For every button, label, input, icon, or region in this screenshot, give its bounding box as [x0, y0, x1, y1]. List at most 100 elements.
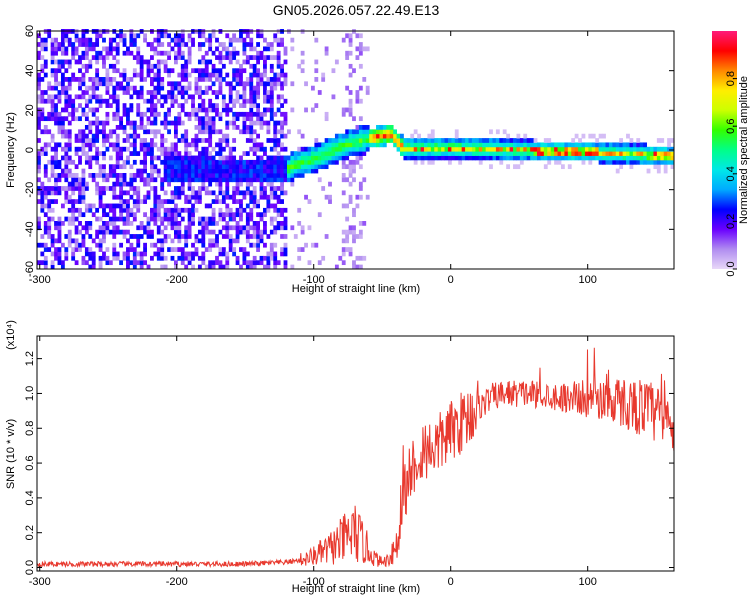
spectrogram-cell	[40, 146, 45, 152]
spectrogram-cell	[215, 234, 219, 239]
spectrogram-cell	[160, 159, 165, 165]
spectrogram-cell	[280, 133, 284, 139]
spectrogram-cell	[91, 251, 96, 257]
spectrogram-cell	[115, 85, 120, 91]
spectrogram-cell	[71, 177, 76, 183]
spectrogram-cell	[37, 33, 41, 39]
spectrogram-cell	[242, 173, 247, 178]
spectrogram-cell	[454, 138, 459, 143]
spectrogram-cell	[516, 164, 521, 170]
spectrogram-cell	[218, 199, 223, 204]
spectrogram-cell	[67, 234, 72, 239]
spectrogram-cell	[167, 181, 171, 187]
spectrogram-cell	[307, 260, 312, 266]
spectrogram-cell	[396, 142, 401, 148]
spectrogram-cell	[358, 234, 363, 239]
spectrogram-cell	[108, 142, 113, 148]
spectrogram-cell	[197, 107, 202, 113]
spectrogram-cell	[235, 68, 240, 74]
spectrogram-cell	[78, 94, 82, 100]
spectrogram-x-tick-label: -100	[303, 274, 325, 286]
spectrogram-cell	[245, 212, 250, 218]
spectrogram-cell	[194, 177, 199, 183]
spectrogram-cell	[64, 164, 69, 170]
spectrogram-cell	[454, 129, 459, 135]
spectrogram-cell	[84, 85, 89, 91]
spectrogram-cell	[132, 125, 137, 130]
spectrogram-cell	[170, 216, 175, 222]
spectrogram-cell	[201, 107, 206, 113]
spectrogram-cell	[112, 225, 117, 231]
spectrogram-cell	[208, 103, 213, 108]
spectrogram-cell	[167, 199, 171, 204]
spectrogram-cell	[57, 94, 62, 100]
spectrogram-cell	[543, 146, 548, 152]
spectrogram-cell	[208, 120, 213, 126]
spectrogram-cell	[153, 242, 158, 248]
spectrogram-cell	[584, 142, 589, 148]
spectrogram-cell	[232, 77, 237, 82]
spectrogram-cell	[506, 164, 511, 170]
spectrogram-cell	[225, 103, 230, 108]
spectrogram-cell	[122, 173, 127, 178]
spectrogram-cell	[136, 190, 141, 196]
spectrogram-cell	[197, 59, 202, 65]
spectrogram-cell	[180, 251, 185, 257]
spectrogram-cell	[95, 181, 100, 187]
spectrogram-cell	[259, 238, 264, 244]
spectrogram-cell	[156, 225, 161, 231]
spectrogram-cell	[530, 146, 534, 152]
spectrogram-cell	[47, 234, 52, 239]
spectrogram-cell	[629, 151, 634, 156]
spectrogram-cell	[146, 225, 151, 231]
spectrogram-cell	[643, 155, 648, 161]
spectrogram-cell	[81, 37, 86, 43]
spectrogram-cell	[334, 142, 339, 148]
spectrogram-cell	[156, 247, 161, 252]
spectrogram-cell	[126, 203, 130, 209]
spectrogram-cell	[129, 177, 134, 183]
spectrogram-cell	[47, 111, 52, 117]
spectrogram-cell	[112, 242, 117, 248]
spectrogram-cell	[170, 225, 175, 231]
spectrogram-cell	[84, 203, 89, 209]
spectrogram-cell	[269, 103, 274, 108]
spectrogram-cell	[74, 207, 79, 213]
spectrogram-cell	[84, 142, 89, 148]
spectrogram-cell	[139, 199, 144, 204]
spectrogram-cell	[191, 221, 195, 226]
spectrogram-cell	[184, 255, 189, 261]
spectrogram-x-tick-label: -200	[166, 274, 188, 286]
spectrogram-cell	[283, 247, 288, 252]
spectrogram-cell	[143, 138, 147, 143]
spectrogram-cell	[475, 142, 480, 148]
spectrogram-cell	[218, 247, 223, 252]
spectrogram-cell	[314, 155, 319, 161]
spectrogram-cell	[191, 216, 195, 222]
spectrogram-cell	[352, 168, 356, 174]
spectrogram-cell	[78, 229, 82, 235]
spectrogram-cell	[81, 90, 86, 95]
spectrogram-cell	[273, 72, 278, 78]
spectrogram-cell	[81, 225, 86, 231]
spectrogram-cell	[119, 260, 124, 266]
spectrogram-cell	[57, 238, 62, 244]
spectrogram-cell	[129, 242, 134, 248]
spectrogram-cell	[81, 138, 86, 143]
spectrogram-cell	[163, 225, 168, 231]
spectrogram-cell	[167, 151, 171, 156]
spectrogram-cell	[290, 46, 295, 52]
spectrogram-cell	[567, 151, 572, 156]
spectrogram-cell	[557, 159, 562, 165]
spectrogram-cell	[249, 177, 254, 183]
spectrogram-cell	[173, 50, 178, 56]
spectrogram-cell	[369, 133, 374, 139]
spectrogram-cell	[598, 159, 603, 165]
spectrogram-cell	[177, 173, 182, 178]
spectrogram-cell	[153, 120, 158, 126]
spectrogram-cell	[321, 142, 326, 148]
spectrogram-cell	[67, 155, 72, 161]
spectrogram-cell	[126, 260, 130, 266]
spectrogram-cell	[225, 194, 230, 200]
spectrogram-cell	[358, 50, 363, 56]
